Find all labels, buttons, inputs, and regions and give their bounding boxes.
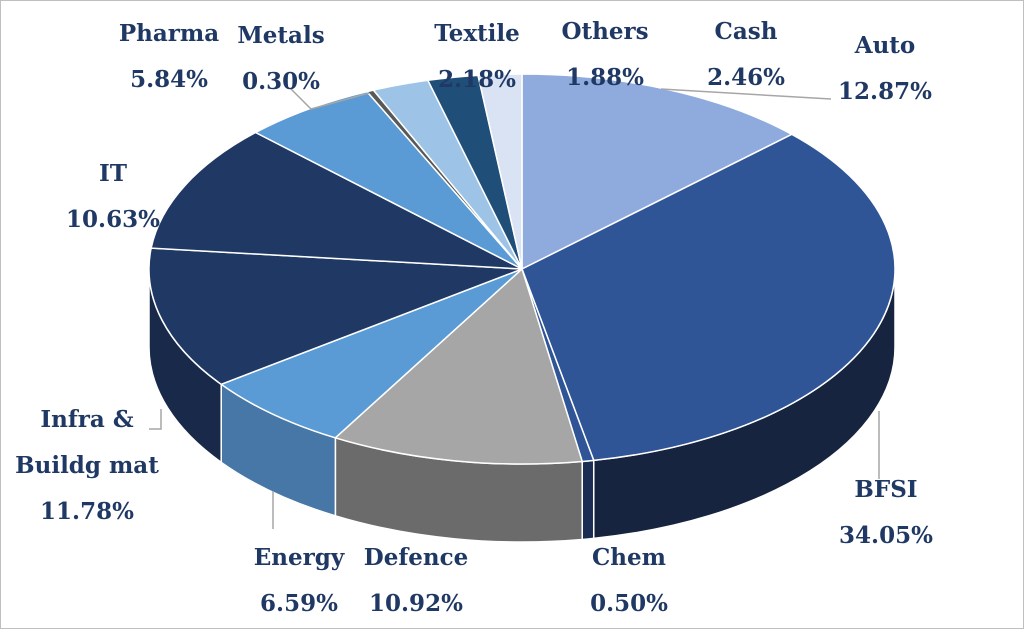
label-infra: Infra & Buildg mat 11.78% bbox=[15, 406, 159, 525]
slice-pharma bbox=[253, 90, 523, 270]
leader-line-infra bbox=[149, 409, 162, 430]
side-chem bbox=[581, 459, 595, 541]
label-auto: Auto 12.87% bbox=[838, 32, 932, 105]
slice-others bbox=[477, 73, 523, 270]
label-others: Others 1.88% bbox=[561, 18, 649, 91]
leader-line-auto bbox=[660, 88, 832, 100]
label-it: IT 10.63% bbox=[66, 160, 160, 233]
slice-infra-buildg-mat bbox=[148, 247, 523, 386]
label-textile: Textile 2.18% bbox=[434, 20, 520, 93]
slice-it bbox=[150, 131, 523, 270]
slice-defence bbox=[333, 267, 584, 465]
label-bfsi: BFSI 34.05% bbox=[839, 476, 933, 549]
label-pharma: Pharma 5.84% bbox=[118, 20, 220, 93]
leader-line-metals bbox=[290, 88, 370, 110]
label-defence: Defence 10.92% bbox=[363, 544, 469, 617]
label-metals: Metals 0.30% bbox=[237, 22, 325, 95]
label-chem: Chem 0.50% bbox=[590, 544, 668, 617]
slice-bfsi bbox=[521, 133, 896, 462]
label-energy: Energy 6.59% bbox=[253, 544, 345, 617]
slice-energy bbox=[219, 268, 523, 439]
label-cash: Cash 2.46% bbox=[707, 18, 785, 91]
